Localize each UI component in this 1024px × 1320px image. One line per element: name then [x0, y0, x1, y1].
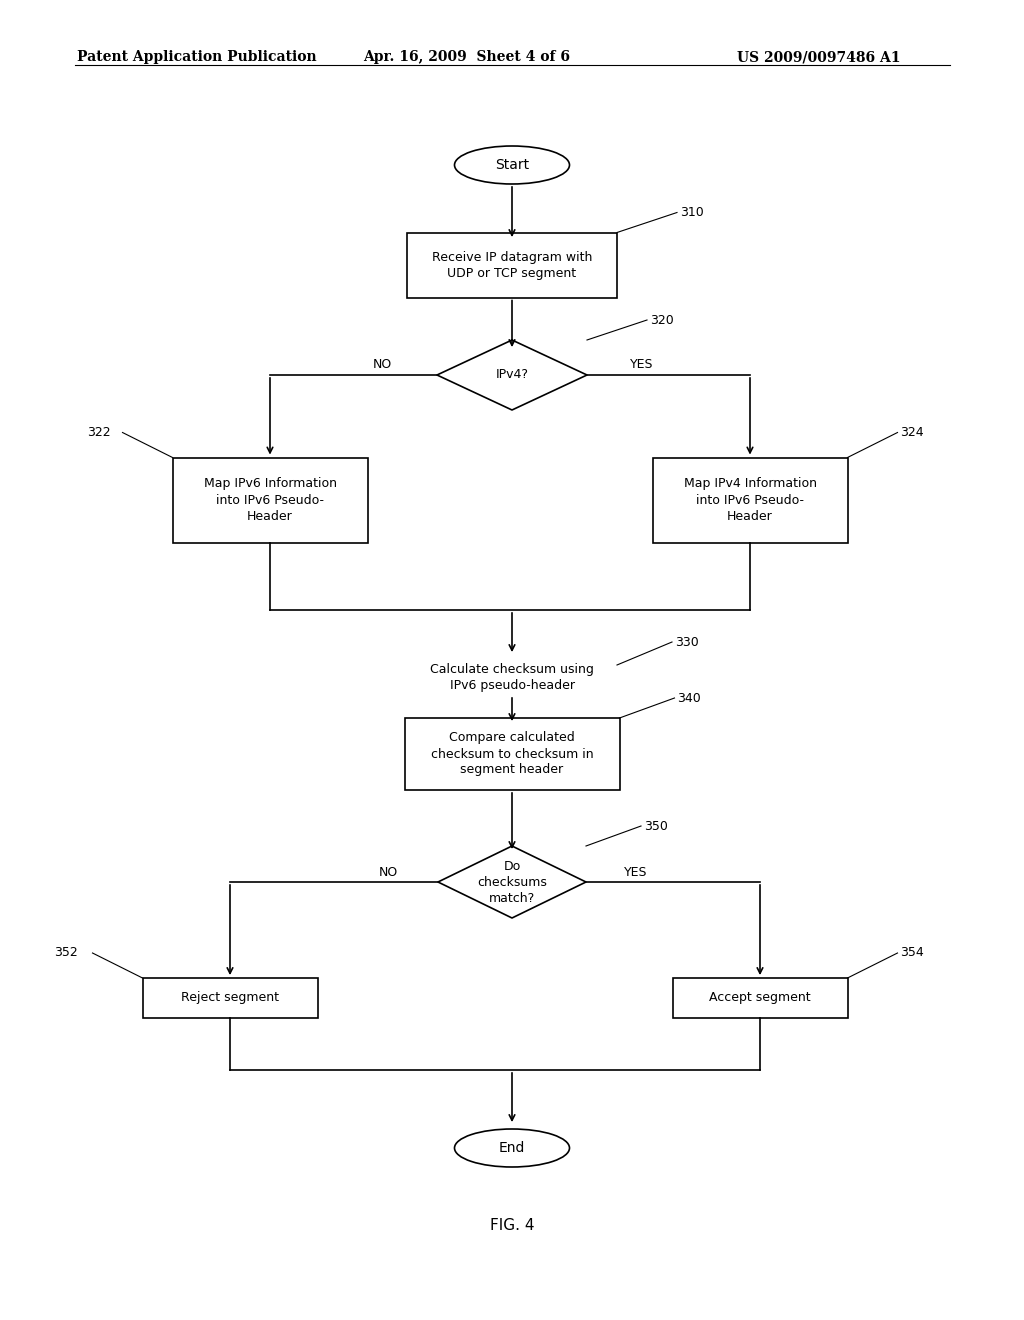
Text: Patent Application Publication: Patent Application Publication [77, 50, 316, 65]
Text: 350: 350 [644, 820, 668, 833]
Bar [407, 232, 617, 297]
Text: 322: 322 [87, 426, 112, 440]
Text: NO: NO [373, 359, 391, 371]
Text: 320: 320 [650, 314, 674, 326]
Text: FIG. 4: FIG. 4 [489, 1217, 535, 1233]
Text: 324: 324 [900, 426, 924, 440]
Text: Reject segment: Reject segment [181, 991, 279, 1005]
Text: Start: Start [495, 158, 529, 172]
Text: Map IPv6 Information
into IPv6 Pseudo-
Header: Map IPv6 Information into IPv6 Pseudo- H… [204, 478, 337, 523]
Bar [172, 458, 368, 543]
Text: 340: 340 [678, 692, 701, 705]
Polygon shape [437, 341, 587, 411]
Bar [404, 718, 620, 789]
Text: Receive IP datagram with
UDP or TCP segment: Receive IP datagram with UDP or TCP segm… [432, 251, 592, 280]
Bar [652, 458, 848, 543]
Text: NO: NO [379, 866, 397, 879]
Text: Accept segment: Accept segment [710, 991, 811, 1005]
Ellipse shape [455, 147, 569, 183]
Text: End: End [499, 1140, 525, 1155]
Text: Do
checksums
match?: Do checksums match? [477, 859, 547, 904]
Bar [673, 978, 848, 1018]
Bar [142, 978, 317, 1018]
Text: 330: 330 [675, 635, 698, 648]
Ellipse shape [455, 1129, 569, 1167]
Text: US 2009/0097486 A1: US 2009/0097486 A1 [737, 50, 901, 65]
Text: Calculate checksum using
IPv6 pseudo-header: Calculate checksum using IPv6 pseudo-hea… [430, 663, 594, 692]
Text: 352: 352 [54, 946, 78, 960]
Text: 354: 354 [900, 946, 925, 960]
Polygon shape [438, 846, 586, 917]
Text: Compare calculated
checksum to checksum in
segment header: Compare calculated checksum to checksum … [431, 731, 593, 776]
Text: YES: YES [625, 866, 648, 879]
Text: Map IPv4 Information
into IPv6 Pseudo-
Header: Map IPv4 Information into IPv6 Pseudo- H… [683, 478, 816, 523]
Text: Apr. 16, 2009  Sheet 4 of 6: Apr. 16, 2009 Sheet 4 of 6 [364, 50, 570, 65]
Text: 310: 310 [680, 206, 703, 219]
Text: IPv4?: IPv4? [496, 368, 528, 381]
Text: YES: YES [630, 359, 653, 371]
